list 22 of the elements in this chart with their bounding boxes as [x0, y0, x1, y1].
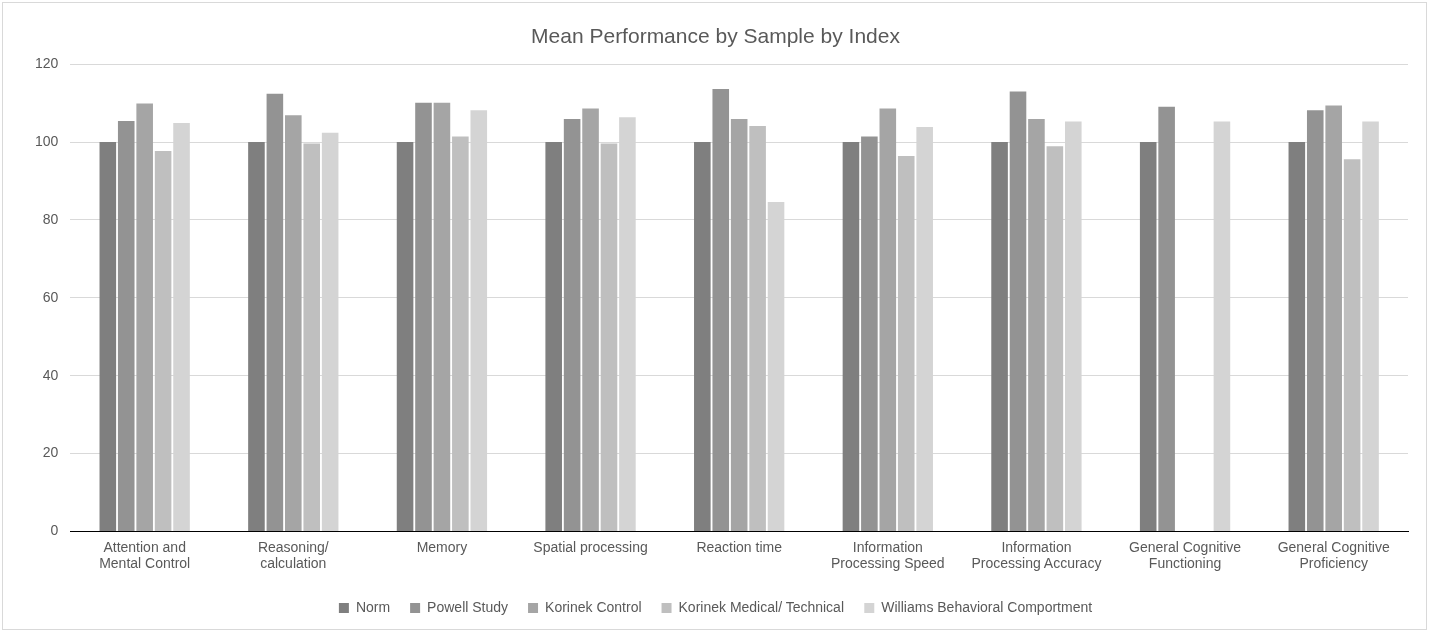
- x-tick-label: General Cognitive Proficiency: [1277, 538, 1390, 572]
- y-tick-label: 80: [42, 210, 59, 227]
- x-tick-label: Reaction time: [696, 538, 783, 555]
- x-tick-label: Information Processing Accuracy: [971, 538, 1102, 572]
- legend-label: Williams Behavioral Comportment: [881, 598, 1093, 615]
- x-tick-label: General Cognitive Functioning: [1129, 538, 1242, 572]
- y-tick-label: 0: [50, 522, 59, 539]
- y-tick-label: 120: [35, 55, 59, 72]
- legend-label: Norm: [355, 598, 391, 615]
- y-tick-label: 100: [35, 132, 59, 149]
- chart-title: Mean Performance by Sample by Index: [531, 24, 901, 48]
- legend-label: Korinek Medical/ Technical: [678, 598, 845, 615]
- legend-label: Powell Study: [427, 598, 509, 615]
- legend-label: Korinek Control: [545, 598, 642, 615]
- y-tick-label: 40: [42, 366, 59, 383]
- y-tick-label: 60: [42, 288, 59, 305]
- x-tick-label: Reasoning/ calculation: [257, 538, 329, 572]
- x-tick-label: Attention and Mental Control: [99, 538, 191, 572]
- x-tick-label: Memory: [416, 538, 468, 555]
- y-tick-label: 20: [42, 444, 59, 461]
- x-tick-label: Spatial processing: [533, 538, 648, 555]
- x-tick-label: Information Processing Speed: [830, 538, 945, 572]
